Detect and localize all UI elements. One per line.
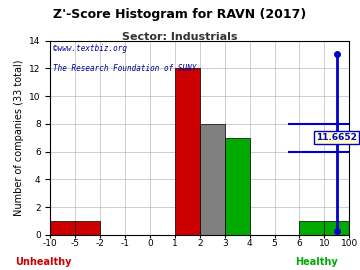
Bar: [225, 138, 249, 235]
Text: Healthy: Healthy: [296, 257, 338, 267]
Bar: [300, 221, 324, 235]
Y-axis label: Number of companies (33 total): Number of companies (33 total): [14, 59, 24, 216]
Bar: [75, 221, 100, 235]
Bar: [175, 68, 200, 235]
Text: ©www.textbiz.org: ©www.textbiz.org: [53, 44, 127, 53]
Text: Z'-Score Histogram for RAVN (2017): Z'-Score Histogram for RAVN (2017): [53, 8, 307, 21]
Bar: [50, 221, 75, 235]
Text: Sector: Industrials: Sector: Industrials: [122, 32, 238, 42]
Bar: [324, 221, 349, 235]
Text: The Research Foundation of SUNY: The Research Foundation of SUNY: [53, 64, 197, 73]
Text: Unhealthy: Unhealthy: [15, 257, 71, 267]
Bar: [200, 124, 225, 235]
Text: 11.6652: 11.6652: [316, 133, 357, 142]
